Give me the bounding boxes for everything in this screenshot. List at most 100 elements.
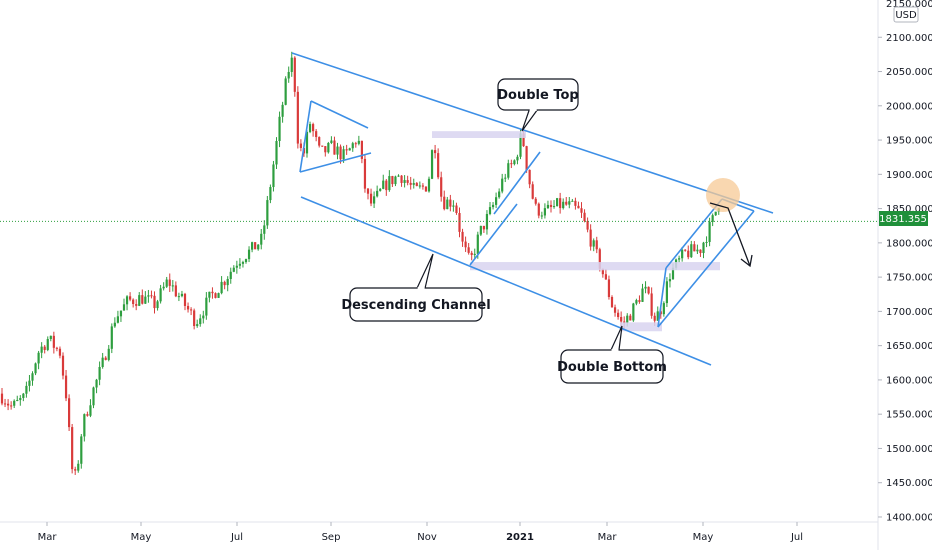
candle-body: [153, 295, 156, 309]
channel-lower-line[interactable]: [300, 196, 712, 366]
candle-body: [345, 149, 348, 151]
candle-body: [385, 180, 388, 191]
candle-body: [458, 212, 461, 232]
rising-wedge-right-upper[interactable]: [665, 198, 723, 269]
lines-layer: [0, 52, 878, 366]
candle-body: [251, 242, 254, 250]
candle-body: [205, 297, 208, 316]
candle-body: [208, 291, 211, 298]
candle-body: [177, 296, 180, 298]
y-axis[interactable]: 2150.000 2100.000 2050.000 2000.000 1950.000…: [878, 0, 932, 523]
rising-wedge-right-lower[interactable]: [657, 210, 755, 328]
candle-body: [244, 259, 248, 263]
candle-body: [510, 163, 513, 165]
candle-body: [452, 205, 455, 207]
callout-pointer: [416, 253, 434, 289]
zones-layer: [432, 131, 720, 332]
candle-body: [299, 143, 302, 148]
pennant-left-edge[interactable]: [299, 100, 312, 173]
candle-body: [232, 267, 235, 272]
double-bottom-zone[interactable]: [620, 322, 662, 332]
candle-body: [217, 293, 220, 298]
candle-body: [693, 244, 696, 252]
candle-body: [89, 405, 92, 416]
candle-body: [702, 242, 705, 254]
candle-body: [247, 249, 251, 260]
candle-body: [147, 295, 150, 297]
candle-body: [638, 300, 641, 302]
candle-body: [613, 307, 617, 313]
candle-body: [568, 201, 571, 205]
candle-body: [95, 379, 98, 388]
candle-body: [360, 140, 363, 159]
callout-double-bottom[interactable]: Double Bottom: [557, 325, 667, 384]
candle-body: [464, 241, 467, 248]
candle-body: [257, 244, 260, 250]
candle-body: [287, 71, 290, 79]
x-tick-label: May: [693, 532, 714, 543]
candle-body: [190, 309, 193, 311]
x-tick-label: 2021: [506, 532, 534, 543]
rising-wedge-left-lower[interactable]: [469, 203, 518, 266]
candle-body: [671, 267, 675, 280]
pennant-upper-line[interactable]: [310, 100, 369, 129]
candle-body: [635, 300, 638, 304]
candle-body: [16, 400, 19, 402]
pennant-lower-line[interactable]: [299, 152, 372, 173]
y-tick-label: 1450.000: [886, 478, 932, 489]
candle-body: [589, 229, 592, 247]
candle-body: [220, 281, 223, 294]
candle-body: [552, 206, 556, 208]
candle-body: [22, 393, 25, 398]
candle-body: [650, 293, 653, 316]
candle-body: [659, 311, 662, 315]
candle-body: [321, 145, 324, 147]
candle-body: [394, 176, 397, 185]
candle-body: [180, 293, 184, 297]
candle-body: [55, 347, 58, 349]
candle-body: [202, 315, 205, 319]
support-zone[interactable]: [470, 262, 720, 271]
candle-body: [690, 244, 693, 258]
callout-label: Double Top: [497, 88, 578, 103]
callout-descending-channel[interactable]: Descending Channel: [341, 253, 491, 322]
candle-body: [223, 281, 226, 286]
candle-body: [366, 188, 370, 194]
candle-body: [400, 175, 403, 183]
candle-body: [293, 57, 296, 92]
candle-body: [74, 469, 77, 471]
y-tick-label: 1500.000: [886, 444, 932, 455]
candle-body: [607, 279, 611, 298]
y-tick-label: 1600.000: [886, 375, 932, 386]
current-price-value: 1831.355: [879, 214, 927, 225]
candle-body: [168, 279, 171, 286]
candle-body: [116, 316, 119, 323]
callout-double-top[interactable]: Double Top: [497, 78, 579, 132]
double-top-zone[interactable]: [432, 131, 526, 139]
x-axis[interactable]: Mar May Jul Sep Nov 2021 Mar May Jul: [38, 522, 803, 543]
candle-body: [708, 221, 711, 242]
candle-body: [519, 133, 522, 157]
candle-body: [129, 296, 132, 300]
projection-arrow[interactable]: [709, 202, 751, 267]
candle-body: [601, 268, 604, 275]
candle-body: [235, 265, 238, 268]
candle-body: [424, 186, 428, 192]
plot-area[interactable]: [0, 0, 878, 522]
candle-body: [482, 225, 485, 230]
candle-body: [327, 142, 330, 153]
wedge-bottom-cap[interactable]: [657, 267, 667, 328]
candle-body: [449, 199, 452, 207]
channel-upper-line[interactable]: [291, 52, 774, 214]
candle-body: [363, 158, 367, 189]
candle-body: [174, 285, 177, 297]
candle-body: [473, 253, 476, 255]
candle-body: [391, 176, 394, 185]
candle-body: [193, 310, 196, 327]
current-price-badge: 1831.355: [879, 211, 928, 226]
candles-layer: [0, 51, 720, 475]
candle-body: [504, 177, 507, 179]
candle-body: [409, 182, 412, 185]
rising-wedge-left-upper[interactable]: [493, 151, 541, 215]
